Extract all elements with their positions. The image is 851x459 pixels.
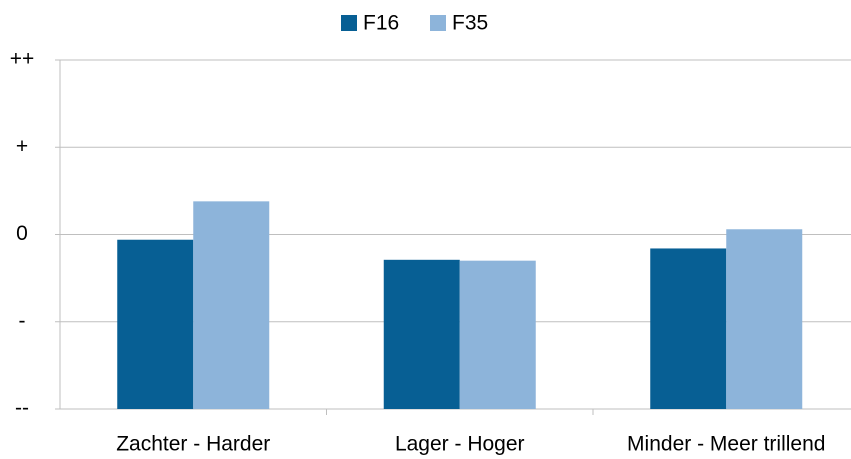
legend-swatch — [341, 15, 357, 31]
legend-label: F35 — [452, 12, 488, 35]
legend-label: F16 — [363, 12, 399, 35]
bar — [726, 229, 803, 409]
y-tick-label: + — [16, 135, 28, 158]
bar — [193, 201, 270, 409]
bar — [383, 259, 460, 409]
legend-swatch — [430, 15, 446, 31]
x-tick-label: Zachter - Harder — [116, 433, 270, 456]
x-tick-label: Minder - Meer trillend — [627, 433, 825, 456]
y-tick-label: 0 — [16, 222, 28, 245]
y-tick-label: -- — [15, 397, 29, 420]
bar — [117, 239, 194, 409]
y-tick-label: ++ — [10, 48, 35, 71]
bar — [459, 260, 536, 409]
x-tick-label: Lager - Hoger — [395, 433, 525, 456]
y-tick-label: - — [19, 309, 26, 332]
bar — [650, 248, 727, 409]
